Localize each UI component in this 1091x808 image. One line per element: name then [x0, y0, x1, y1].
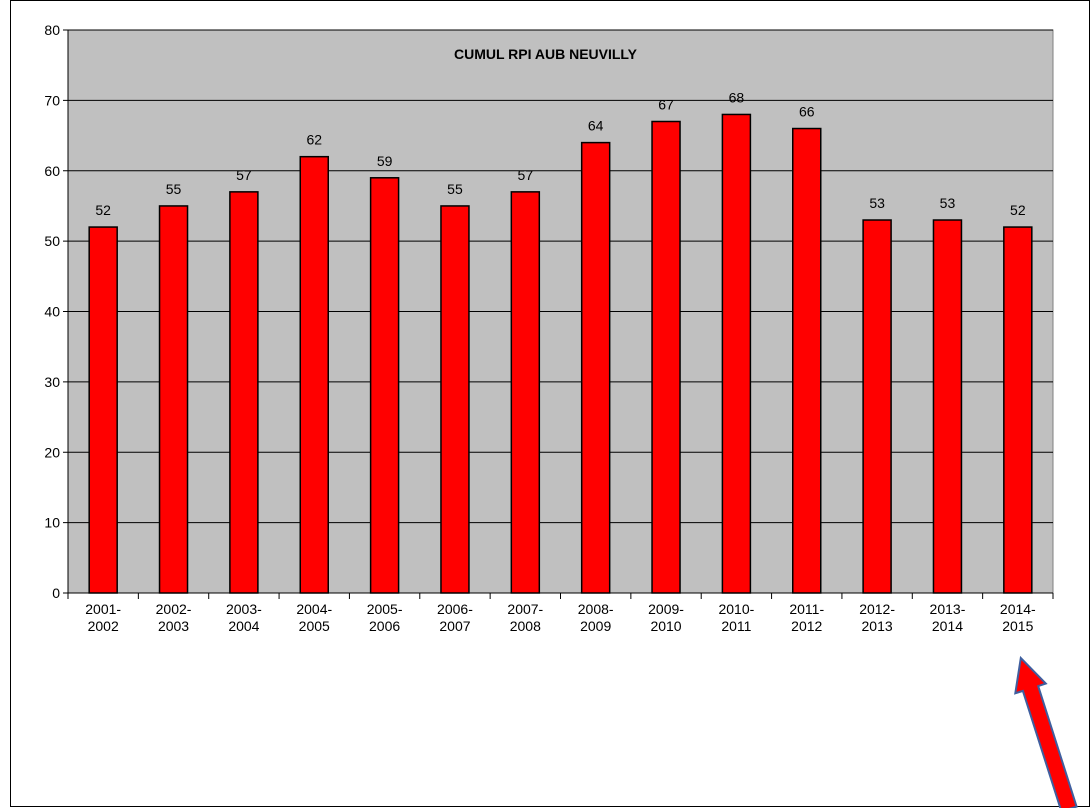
x-tick-label-line: 2001-	[85, 601, 121, 617]
data-label: 68	[729, 89, 745, 105]
x-tick-label: 2014-2015	[1000, 601, 1036, 634]
bar	[1003, 226, 1033, 594]
x-tick-label: 2013-2014	[930, 601, 966, 634]
bar	[158, 205, 189, 594]
bar	[440, 205, 470, 594]
x-tick-label-line: 2010	[650, 618, 681, 634]
bar	[862, 219, 892, 594]
x-tick-label-line: 2008	[510, 618, 541, 634]
data-label: 53	[940, 195, 956, 211]
bar	[229, 191, 259, 594]
bar	[369, 177, 400, 594]
annotation-arrow	[1014, 655, 1078, 808]
data-label: 62	[306, 132, 322, 148]
x-axis: 2001-20022002-20032003-20042004-20052005…	[67, 592, 1054, 634]
data-label: 53	[869, 195, 885, 211]
x-tick-label: 2011-2012	[789, 601, 824, 634]
x-tick-label-line: 2012-	[859, 601, 895, 617]
x-tick-label-line: 2012	[791, 618, 822, 634]
bar	[792, 127, 822, 594]
x-tick-label: 2004-2005	[296, 601, 332, 634]
x-tick-label-line: 2005-	[367, 601, 403, 617]
y-tick-label: 20	[44, 444, 60, 460]
data-label: 64	[588, 118, 604, 134]
bar	[580, 141, 611, 594]
x-tick-label-line: 2004-	[296, 601, 332, 617]
bar	[651, 120, 681, 594]
y-tick-label: 0	[52, 585, 60, 601]
x-tick-label-line: 2010-	[718, 601, 754, 617]
arrow-shape	[1014, 655, 1078, 808]
data-labels: 52 55 57 62 59 55 57 64 67 68 66 53 53 52	[95, 89, 1025, 218]
x-tick-label-line: 2008-	[578, 601, 614, 617]
y-tick-label: 10	[44, 515, 60, 531]
y-axis: 0 10 20 30 40 50 60 70 80	[44, 22, 69, 601]
x-tick-label-line: 2003-	[226, 601, 262, 617]
chart-title: CUMUL RPI AUB NEUVILLY	[454, 46, 638, 62]
bar	[88, 226, 118, 594]
x-tick-label-line: 2007	[439, 618, 470, 634]
bar	[932, 219, 963, 594]
bars	[88, 113, 1033, 594]
bar	[721, 113, 752, 594]
y-tick-label: 60	[44, 163, 60, 179]
x-tick-label: 2009-2010	[648, 601, 684, 634]
y-tick-label: 70	[44, 92, 60, 108]
x-tick-label-line: 2007-	[507, 601, 543, 617]
x-tick-label-line: 2004	[228, 618, 259, 634]
data-label: 52	[95, 202, 111, 218]
x-tick-label-line: 2011-	[789, 601, 824, 617]
x-tick-label-line: 2011	[721, 618, 751, 634]
x-tick-label-line: 2006	[369, 618, 400, 634]
data-label: 52	[1010, 202, 1026, 218]
data-label: 59	[377, 153, 393, 169]
x-tick-label-line: 2002-	[156, 601, 192, 617]
data-label: 55	[166, 181, 182, 197]
data-label: 66	[799, 104, 815, 120]
x-tick-label: 2003-2004	[226, 601, 262, 634]
x-tick-label: 2007-2008	[507, 601, 543, 634]
x-tick-label-line: 2013	[862, 618, 893, 634]
x-tick-label: 2006-2007	[437, 601, 473, 634]
y-tick-label: 80	[44, 22, 60, 38]
x-tick-label-line: 2006-	[437, 601, 473, 617]
x-tick-label-line: 2013-	[930, 601, 966, 617]
x-tick-label: 2008-2009	[578, 601, 614, 634]
x-tick-label: 2010-2011	[718, 601, 754, 634]
x-tick-label-line: 2003	[158, 618, 189, 634]
y-tick-label: 30	[44, 374, 60, 390]
bar	[510, 191, 541, 594]
data-label: 67	[658, 96, 674, 112]
data-label: 55	[447, 181, 463, 197]
x-tick-label-line: 2002	[88, 618, 119, 634]
chart-frame: 0 10 20 30 40 50 60 70 80 2001-2002 2002-2003 2003…	[10, 0, 1090, 808]
x-tick-label-line: 2014-	[1000, 601, 1036, 617]
x-tick-label-line: 2015	[1002, 618, 1033, 634]
x-tick-label-line: 2009	[580, 618, 611, 634]
data-label: 57	[518, 167, 534, 183]
y-tick-label: 40	[44, 304, 60, 320]
x-tick-label-line: 2005	[299, 618, 330, 634]
bar	[299, 155, 329, 594]
x-tick-label: 2002-2003	[156, 601, 192, 634]
x-tick-label: 2005-2006	[367, 601, 403, 634]
data-label: 57	[236, 167, 252, 183]
x-tick-label: 2012-2013	[859, 601, 895, 634]
x-tick-label: 2001-2002	[85, 601, 121, 634]
y-tick-label: 50	[44, 233, 60, 249]
x-tick-label-line: 2014	[932, 618, 963, 634]
x-tick-label-line: 2009-	[648, 601, 684, 617]
